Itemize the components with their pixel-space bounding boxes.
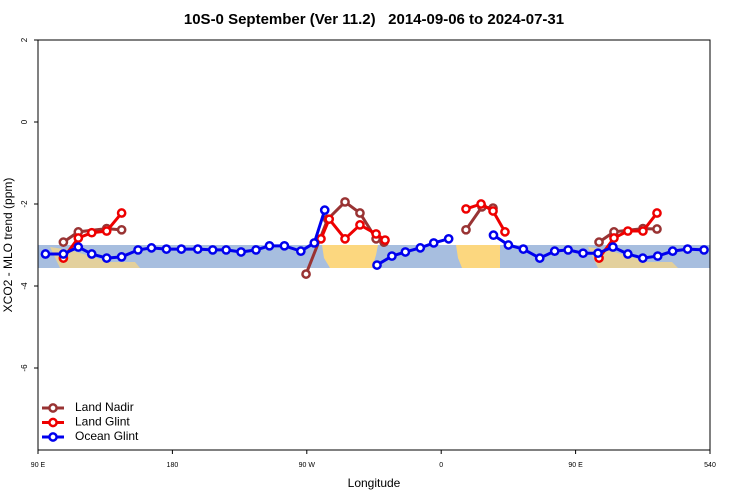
- data-point: [623, 226, 633, 236]
- data-point: [549, 246, 560, 256]
- data-point: [251, 245, 261, 255]
- legend-label: Land Glint: [75, 415, 130, 429]
- data-point: [340, 197, 350, 207]
- y-tick-label: 0: [20, 119, 29, 124]
- data-point: [500, 227, 510, 237]
- data-point: [593, 248, 603, 259]
- data-point: [667, 246, 678, 256]
- data-point: [295, 246, 306, 256]
- data-point: [101, 226, 112, 236]
- data-point: [387, 251, 397, 261]
- data-point: [73, 242, 84, 252]
- data-point: [355, 208, 365, 218]
- data-point: [207, 245, 218, 255]
- data-point: [309, 238, 320, 248]
- data-point: [443, 234, 454, 244]
- data-point: [371, 229, 381, 239]
- data-point: [116, 224, 127, 235]
- x-tick-label: 90 W: [299, 462, 316, 469]
- legend-marker: [48, 403, 58, 413]
- x-tick-label: 0: [439, 462, 443, 469]
- data-point: [101, 253, 112, 263]
- data-point: [324, 214, 335, 225]
- data-point: [503, 240, 514, 250]
- data-point: [116, 252, 127, 262]
- data-point: [161, 244, 172, 254]
- data-point: [58, 249, 69, 259]
- y-tick-label: 2: [20, 37, 29, 42]
- data-point: [264, 240, 275, 251]
- x-axis-label: Longitude: [348, 476, 401, 490]
- x-tick-label: 540: [704, 462, 716, 469]
- data-point: [563, 245, 573, 255]
- x-tick-label: 90 E: [31, 462, 46, 469]
- data-point: [682, 244, 693, 254]
- data-point: [133, 245, 143, 255]
- land-band: [456, 245, 500, 268]
- data-point: [236, 247, 246, 257]
- data-point: [340, 234, 350, 244]
- data-point: [380, 235, 390, 245]
- data-point: [372, 260, 382, 270]
- y-tick-label: -4: [20, 282, 29, 290]
- legend-marker: [48, 417, 58, 428]
- legend-label: Land Nadir: [75, 400, 134, 414]
- data-point: [608, 242, 618, 252]
- data-point: [652, 224, 662, 234]
- data-point: [476, 199, 486, 209]
- data-point: [637, 253, 648, 263]
- data-point: [609, 233, 619, 243]
- data-point: [488, 230, 499, 241]
- data-point: [86, 249, 97, 259]
- data-point: [319, 205, 330, 215]
- data-point: [488, 206, 498, 216]
- x-tick-label: 180: [167, 462, 179, 469]
- data-point: [116, 208, 127, 218]
- y-tick-label: -6: [20, 364, 29, 372]
- data-point: [400, 247, 411, 257]
- data-point: [301, 269, 311, 279]
- data-point: [652, 208, 662, 218]
- data-point: [86, 227, 97, 238]
- data-point: [594, 237, 604, 247]
- data-point: [652, 251, 663, 261]
- data-point: [73, 233, 84, 243]
- data-point: [415, 243, 426, 253]
- data-point: [221, 245, 232, 255]
- y-tick-label: -2: [20, 200, 29, 208]
- data-point: [518, 244, 529, 254]
- data-point: [176, 244, 187, 254]
- data-point: [192, 244, 203, 254]
- y-axis-label: XCO2 - MLO trend (ppm): [1, 178, 15, 313]
- data-point: [461, 224, 471, 235]
- data-point: [355, 220, 365, 230]
- data-point: [461, 204, 471, 214]
- legend-marker: [48, 432, 58, 442]
- x-tick-label: 90 E: [568, 462, 583, 469]
- data-point: [428, 238, 439, 248]
- data-point: [638, 226, 648, 236]
- land-band: [322, 245, 378, 268]
- chart-title: 10S-0 September (Ver 11.2) 2014-09-06 to…: [184, 11, 564, 28]
- data-point: [146, 243, 157, 253]
- data-point: [623, 249, 633, 259]
- land-band: [588, 247, 678, 268]
- data-point: [534, 253, 545, 263]
- legend-label: Ocean Glint: [75, 429, 139, 443]
- data-point: [578, 248, 588, 259]
- data-point: [58, 237, 69, 247]
- data-point: [279, 240, 290, 251]
- plot-frame: [37, 39, 711, 451]
- data-point: [699, 245, 709, 255]
- data-point: [40, 249, 51, 259]
- data-point: [316, 234, 326, 244]
